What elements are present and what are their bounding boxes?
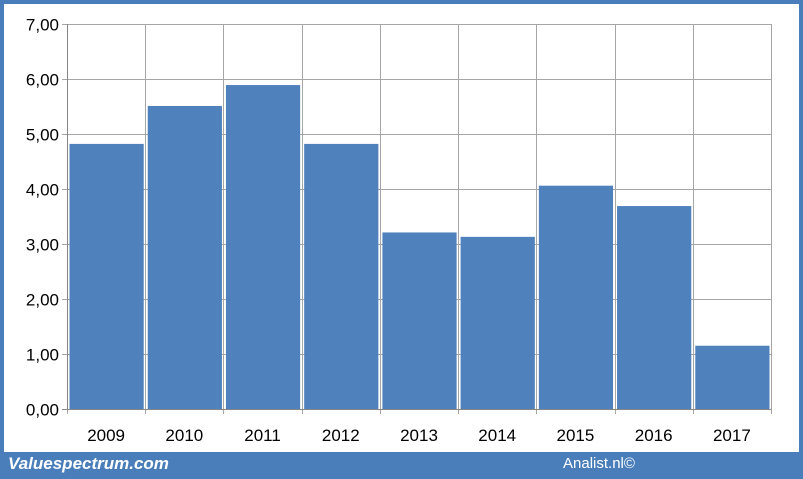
x-axis: 2009 2010 2011 2012 2013 2014 2015 2016 2017: [62, 409, 771, 445]
y-tick-label: 0,00: [26, 401, 59, 420]
y-axis: 0,00 1,00 2,00 3,00 4,00 5,00 6,00 7,00: [26, 16, 68, 420]
bars: [69, 85, 770, 410]
bar-2009: [69, 143, 144, 409]
x-tick-label: 2014: [478, 426, 516, 445]
y-tick-label: 2,00: [26, 291, 59, 310]
bar-2010: [147, 105, 222, 409]
bar-2011: [225, 85, 301, 410]
y-tick-label: 4,00: [26, 181, 59, 200]
y-tick-label: 5,00: [26, 126, 59, 145]
x-tick-label: 2010: [165, 426, 203, 445]
x-tick-label: 2016: [635, 426, 673, 445]
x-tick-label: 2015: [557, 426, 595, 445]
bar-2013: [382, 232, 457, 409]
x-tick-label: 2009: [87, 426, 125, 445]
x-tick-label: 2011: [244, 426, 281, 445]
bar-2012: [304, 143, 379, 409]
bar-2014: [460, 236, 535, 409]
x-tick-label: 2017: [713, 426, 751, 445]
y-tick-label: 3,00: [26, 236, 59, 255]
x-tick-label: 2012: [322, 426, 360, 445]
bar-2015: [538, 185, 614, 409]
footer-credit: Analist.nl©: [563, 455, 635, 472]
bar-2016: [617, 206, 692, 409]
footer-brand: Valuespectrum.com: [8, 454, 169, 473]
y-tick-label: 6,00: [26, 71, 59, 90]
bar-2017: [695, 345, 770, 409]
y-tick-label: 1,00: [26, 346, 59, 365]
x-tick-label: 2013: [400, 426, 438, 445]
y-tick-label: 7,00: [26, 16, 59, 35]
